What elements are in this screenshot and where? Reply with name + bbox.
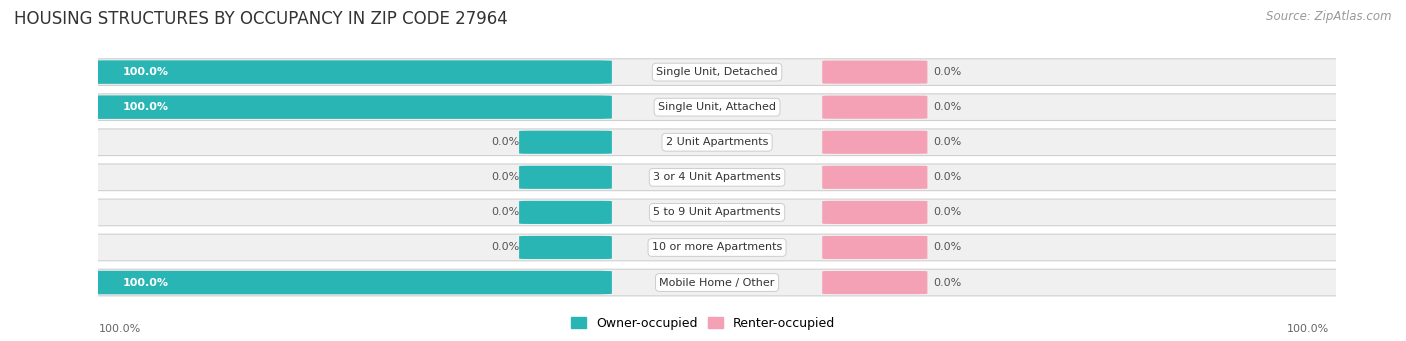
FancyBboxPatch shape bbox=[823, 201, 928, 224]
FancyBboxPatch shape bbox=[73, 59, 1361, 86]
Text: 0.0%: 0.0% bbox=[491, 172, 519, 182]
Text: 0.0%: 0.0% bbox=[934, 207, 962, 218]
Text: Single Unit, Attached: Single Unit, Attached bbox=[658, 102, 776, 112]
FancyBboxPatch shape bbox=[519, 201, 612, 224]
Text: 0.0%: 0.0% bbox=[934, 102, 962, 112]
FancyBboxPatch shape bbox=[73, 129, 1361, 155]
Text: 0.0%: 0.0% bbox=[934, 278, 962, 287]
FancyBboxPatch shape bbox=[823, 271, 928, 294]
Text: 2 Unit Apartments: 2 Unit Apartments bbox=[666, 137, 768, 147]
Text: 100.0%: 100.0% bbox=[124, 278, 169, 287]
FancyBboxPatch shape bbox=[83, 60, 612, 84]
Text: 100.0%: 100.0% bbox=[1286, 324, 1329, 334]
FancyBboxPatch shape bbox=[73, 94, 1361, 120]
FancyBboxPatch shape bbox=[83, 271, 612, 294]
Text: Mobile Home / Other: Mobile Home / Other bbox=[659, 278, 775, 287]
Text: 0.0%: 0.0% bbox=[934, 172, 962, 182]
FancyBboxPatch shape bbox=[823, 95, 928, 119]
Text: 0.0%: 0.0% bbox=[934, 67, 962, 77]
Text: 5 to 9 Unit Apartments: 5 to 9 Unit Apartments bbox=[654, 207, 780, 218]
FancyBboxPatch shape bbox=[823, 60, 928, 84]
FancyBboxPatch shape bbox=[73, 269, 1361, 296]
FancyBboxPatch shape bbox=[73, 199, 1361, 226]
Text: 100.0%: 100.0% bbox=[124, 102, 169, 112]
FancyBboxPatch shape bbox=[823, 166, 928, 189]
Text: 100.0%: 100.0% bbox=[124, 67, 169, 77]
FancyBboxPatch shape bbox=[519, 131, 612, 154]
FancyBboxPatch shape bbox=[83, 95, 612, 119]
FancyBboxPatch shape bbox=[823, 236, 928, 259]
FancyBboxPatch shape bbox=[823, 131, 928, 154]
Text: HOUSING STRUCTURES BY OCCUPANCY IN ZIP CODE 27964: HOUSING STRUCTURES BY OCCUPANCY IN ZIP C… bbox=[14, 10, 508, 28]
Legend: Owner-occupied, Renter-occupied: Owner-occupied, Renter-occupied bbox=[567, 312, 839, 335]
Text: 0.0%: 0.0% bbox=[491, 207, 519, 218]
FancyBboxPatch shape bbox=[519, 236, 612, 259]
Text: Source: ZipAtlas.com: Source: ZipAtlas.com bbox=[1267, 10, 1392, 23]
Text: 10 or more Apartments: 10 or more Apartments bbox=[652, 242, 782, 252]
FancyBboxPatch shape bbox=[73, 234, 1361, 261]
Text: 100.0%: 100.0% bbox=[98, 324, 141, 334]
Text: 0.0%: 0.0% bbox=[491, 242, 519, 252]
Text: 0.0%: 0.0% bbox=[934, 137, 962, 147]
FancyBboxPatch shape bbox=[73, 164, 1361, 191]
Text: 3 or 4 Unit Apartments: 3 or 4 Unit Apartments bbox=[654, 172, 780, 182]
Text: 0.0%: 0.0% bbox=[934, 242, 962, 252]
Text: Single Unit, Detached: Single Unit, Detached bbox=[657, 67, 778, 77]
FancyBboxPatch shape bbox=[519, 166, 612, 189]
Text: 0.0%: 0.0% bbox=[491, 137, 519, 147]
